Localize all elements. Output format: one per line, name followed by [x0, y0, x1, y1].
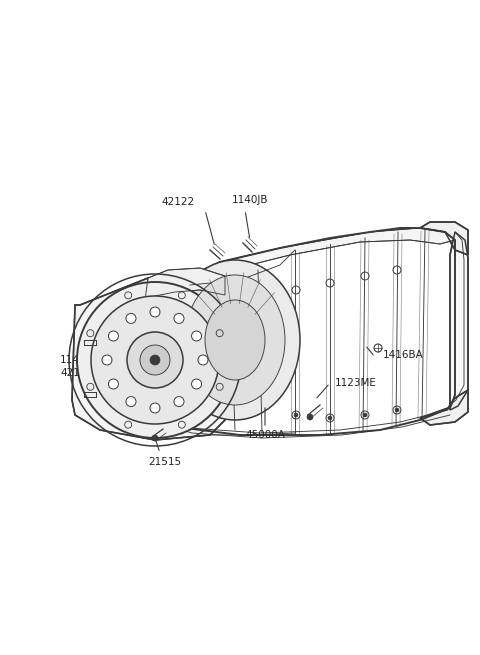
Polygon shape — [420, 222, 468, 255]
Ellipse shape — [150, 307, 160, 317]
Text: 1123ME: 1123ME — [335, 378, 377, 388]
Ellipse shape — [108, 379, 119, 389]
Ellipse shape — [126, 314, 136, 324]
Polygon shape — [450, 232, 468, 410]
Text: 21515: 21515 — [148, 457, 181, 467]
Ellipse shape — [174, 396, 184, 407]
Text: 1416BA: 1416BA — [383, 350, 424, 360]
Text: 1140AA: 1140AA — [60, 355, 101, 365]
Ellipse shape — [363, 413, 367, 417]
Ellipse shape — [140, 345, 170, 375]
Ellipse shape — [152, 435, 158, 441]
Ellipse shape — [170, 260, 300, 420]
Ellipse shape — [126, 396, 136, 407]
Polygon shape — [145, 268, 225, 300]
Ellipse shape — [307, 414, 313, 420]
Text: 1140JB: 1140JB — [232, 195, 268, 205]
Text: 42121B: 42121B — [60, 368, 100, 378]
Ellipse shape — [395, 408, 399, 412]
Ellipse shape — [174, 314, 184, 324]
Ellipse shape — [77, 282, 233, 438]
Ellipse shape — [150, 403, 160, 413]
Ellipse shape — [205, 300, 265, 380]
Ellipse shape — [150, 355, 160, 365]
Polygon shape — [72, 270, 235, 440]
Text: 42122: 42122 — [162, 197, 195, 207]
Ellipse shape — [192, 379, 202, 389]
Polygon shape — [420, 390, 468, 425]
Polygon shape — [175, 228, 455, 285]
Ellipse shape — [127, 332, 183, 388]
Ellipse shape — [294, 413, 298, 417]
Ellipse shape — [192, 331, 202, 341]
Ellipse shape — [108, 331, 119, 341]
Text: 45000A: 45000A — [245, 430, 285, 440]
Ellipse shape — [328, 416, 332, 420]
Ellipse shape — [102, 355, 112, 365]
Ellipse shape — [91, 296, 219, 424]
Ellipse shape — [185, 275, 285, 405]
Ellipse shape — [198, 355, 208, 365]
